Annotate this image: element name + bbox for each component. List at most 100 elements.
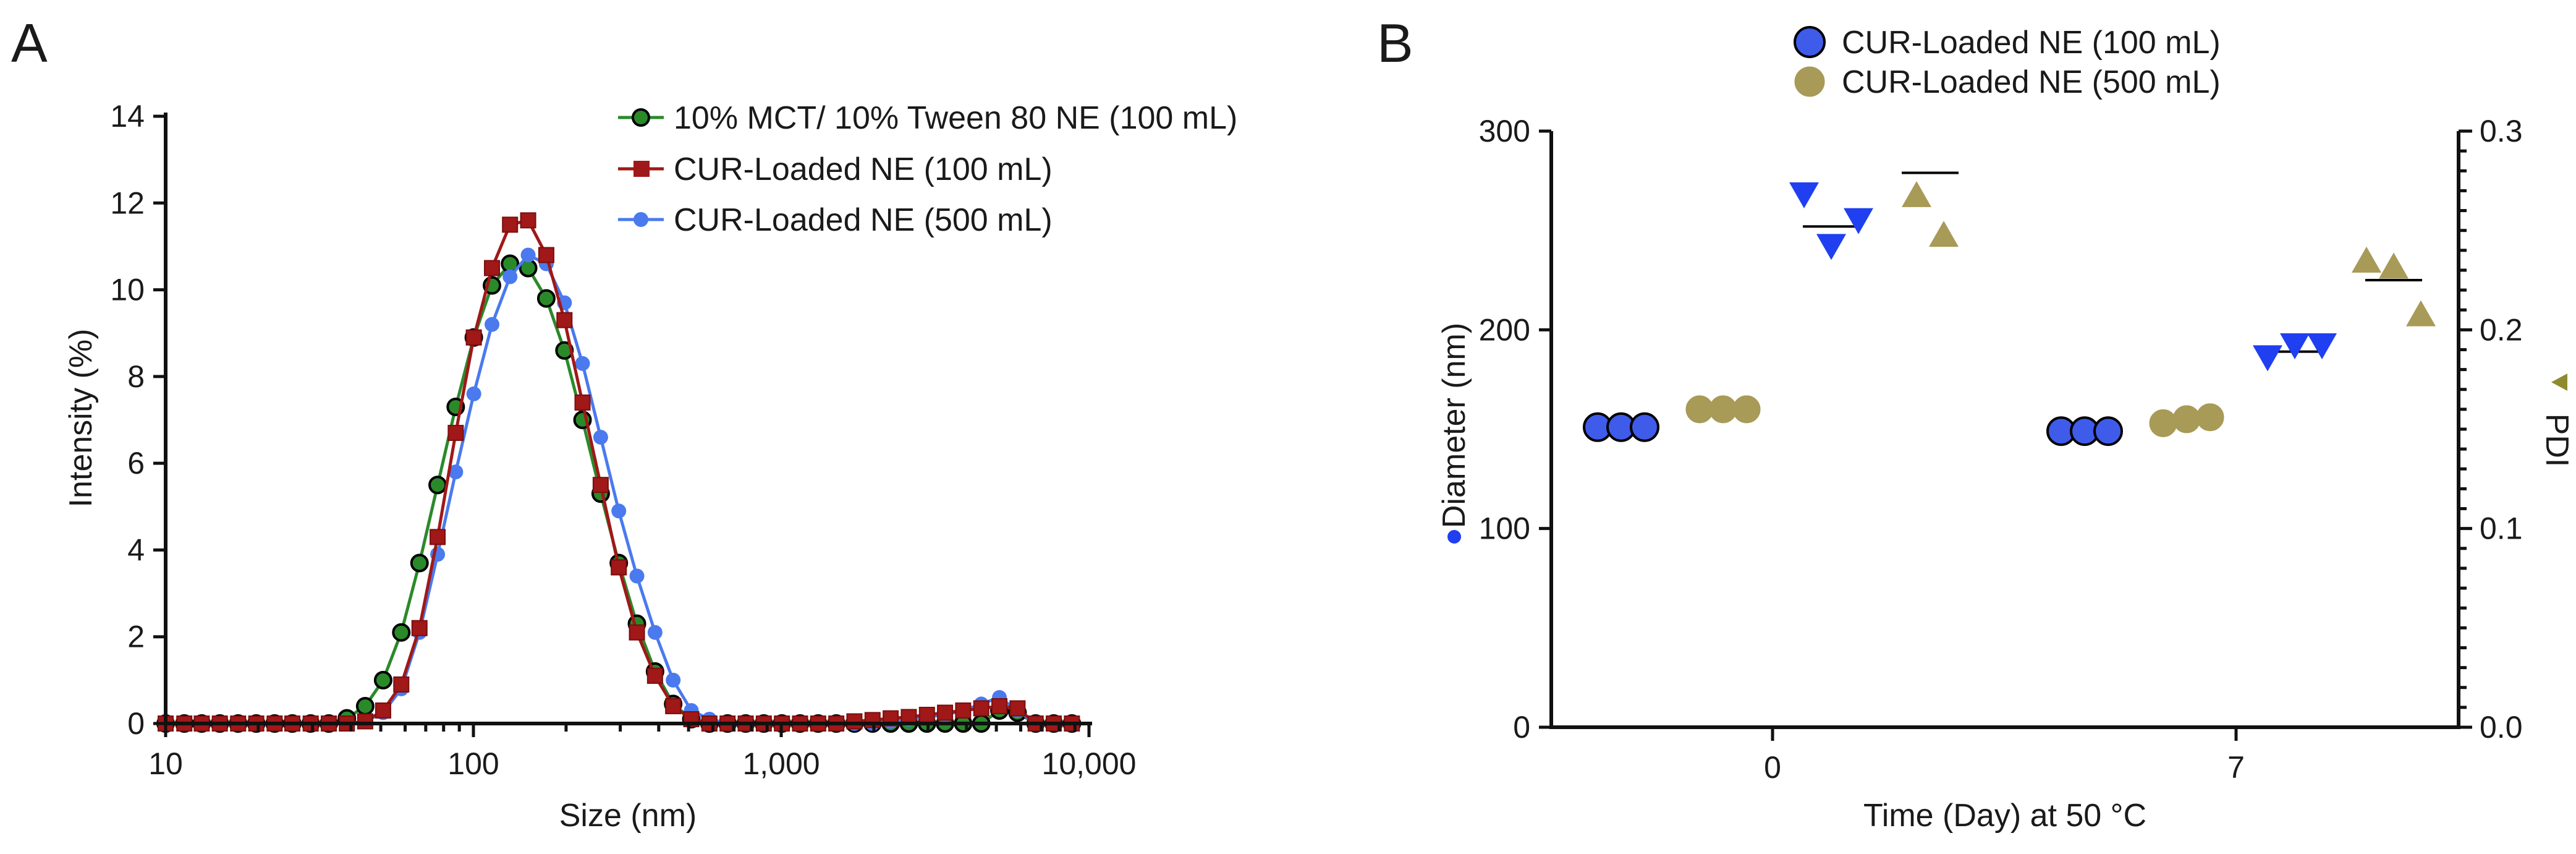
panel-b-diameter-point: [2149, 409, 2177, 437]
panel-a-series-line: [166, 218, 1072, 725]
panel-a-legend-label: 10% MCT/ 10% Tween 80 NE (100 mL): [674, 100, 1237, 136]
panel-a-x-tick-label: 1,000: [742, 746, 820, 781]
panel-b-diameter-point: [1685, 395, 1714, 424]
panel-a-data-point: [502, 269, 518, 284]
panel-a-data-point: [375, 702, 391, 719]
panel-a-data-point: [393, 676, 410, 693]
panel-a-y-tick-label: 12: [110, 186, 145, 220]
panel-a-data-point: [410, 553, 429, 573]
panel-a-y-ticks: 0 2 4 6 8 10 12 14: [110, 99, 166, 741]
panel-a-legend-label: CUR-Loaded NE (100 mL): [674, 152, 1053, 187]
panel-b-x-tick-label: 0: [1764, 750, 1781, 785]
panel-a-size-distribution-chart: 0 2 4 6 8 10 12 14 10 100 1,000 10,000 Intensity (…: [63, 99, 1237, 834]
panel-a-y-tick-label: 4: [127, 532, 145, 567]
panel-a-y-tick-label: 8: [127, 359, 145, 394]
panel-b-y2-tick-label: 0.3: [2480, 114, 2523, 148]
panel-a-data-point: [665, 698, 682, 714]
panel-b-y2-tick-label: 0.0: [2480, 710, 2523, 745]
panel-b-diameter-point: [2172, 405, 2201, 433]
panel-b-right-minor-ticks: [2459, 149, 2467, 709]
panel-a-data-point: [629, 624, 645, 641]
panel-a-data-point: [447, 425, 464, 442]
panel-a-series-layer: [156, 212, 1082, 733]
panel-a-series-line: [166, 262, 1072, 725]
panel-b-letter: B: [1377, 12, 1413, 74]
panel-a-data-point: [520, 247, 536, 263]
panel-a-x-tick-label: 10: [148, 746, 183, 781]
panel-a-x-tick-label: 100: [447, 746, 499, 781]
panel-a-data-point: [465, 329, 482, 346]
panel-a-data-point: [355, 696, 375, 715]
panel-b-y-tick-label: 300: [1479, 114, 1530, 148]
panel-a-data-point: [520, 212, 536, 229]
panel-a-data-point: [466, 386, 481, 401]
panel-a-data-point: [846, 713, 863, 730]
panel-a-data-point: [430, 529, 446, 545]
panel-b-legend-label: CUR-Loaded NE (500 mL): [1842, 64, 2221, 100]
pdi-axis-triangle-icon: [2551, 374, 2567, 391]
panel-a-legend: 10% MCT/ 10% Tween 80 NE (100 mL) CUR-Loa…: [618, 100, 1237, 238]
panel-a-y-tick-label: 6: [127, 446, 145, 480]
panel-b-pdi-point: [1929, 221, 1959, 247]
panel-b-pdi-point: [2280, 333, 2310, 360]
panel-b-diameter-point: [2196, 403, 2224, 432]
panel-b-right-y-ticks: 0.0 0.1 0.2 0.3: [2459, 114, 2523, 745]
panel-a-data-point: [574, 394, 591, 411]
panel-a-data-point: [611, 503, 627, 519]
panel-a-data-point: [556, 312, 573, 328]
panel-b-legend-marker: [1794, 66, 1825, 97]
panel-a-data-point: [647, 625, 663, 640]
panel-a-y-axis-title: Intensity (%): [63, 329, 99, 508]
panel-a-y-tick-label: 0: [127, 706, 145, 741]
panel-a-data-point: [485, 317, 500, 332]
panel-a-y-tick-label: 10: [110, 273, 145, 307]
panel-a-x-ticks: 10 100 1,000 10,000: [148, 724, 1136, 781]
panel-b-pdi-point: [1902, 181, 1931, 207]
panel-b-y-tick-label: 200: [1479, 312, 1530, 347]
panel-a-data-point: [448, 464, 464, 480]
panel-a-data-point: [536, 289, 556, 308]
panel-b-x-tick-label: 7: [2227, 750, 2245, 785]
panel-b-pdi-point: [1844, 208, 1873, 234]
panel-a-data-point: [502, 216, 519, 233]
panel-a-data-point: [991, 698, 1008, 714]
panel-a-y-tick-label: 2: [127, 620, 145, 654]
panel-a-legend-marker: [632, 108, 650, 127]
panel-b-legend: CUR-Loaded NE (100 mL)CUR-Loaded NE (500…: [1794, 25, 2221, 100]
panel-b-pdi-point: [2253, 345, 2282, 372]
panel-b-data-points: [1583, 171, 2436, 446]
panel-a-data-point: [1009, 700, 1026, 717]
panel-a-legend-marker: [633, 212, 648, 227]
panel-b-y2-tick-label: 0.2: [2480, 312, 2523, 347]
panel-a-data-point: [592, 477, 609, 493]
panel-a-letter: A: [11, 12, 48, 74]
panel-b-y2-tick-label: 0.1: [2480, 511, 2523, 546]
panel-a-data-point: [646, 667, 663, 684]
panel-a-data-point: [575, 356, 590, 371]
panel-b-pdi-point: [2379, 252, 2409, 279]
panel-a-data-point: [538, 247, 554, 263]
panel-b-y-tick-label: 100: [1479, 511, 1530, 546]
panel-a-data-point: [428, 476, 447, 495]
panel-b-y-tick-label: 0: [1513, 710, 1530, 745]
panel-b-pdi-point: [1816, 234, 1846, 260]
panel-a-legend-marker: [633, 161, 650, 177]
panel-a-data-point: [629, 568, 645, 584]
panel-b-diameter-point: [2093, 416, 2123, 446]
panel-a-data-point: [357, 713, 373, 730]
panel-b-left-y-ticks: 0 100 200 300: [1479, 114, 1551, 745]
panel-b-diameter-point: [1732, 395, 1761, 424]
panel-a-data-point: [392, 623, 411, 642]
panel-b-y2-axis-title: PDI: [2539, 414, 2575, 468]
panel-a-data-point: [593, 430, 608, 445]
panel-b-diameter-point: [1709, 395, 1737, 424]
panel-b-diameter-point: [1630, 412, 1659, 442]
panel-b-pdi-point: [2406, 300, 2436, 327]
panel-b-x-axis-title: Time (Day) at 50 °C: [1863, 798, 2146, 834]
panel-a-data-point: [955, 702, 972, 719]
panel-b-legend-label: CUR-Loaded NE (100 mL): [1842, 25, 2221, 61]
diameter-axis-dot-icon: [1447, 530, 1461, 544]
panel-a-x-axis-title: Size (nm): [559, 798, 697, 834]
